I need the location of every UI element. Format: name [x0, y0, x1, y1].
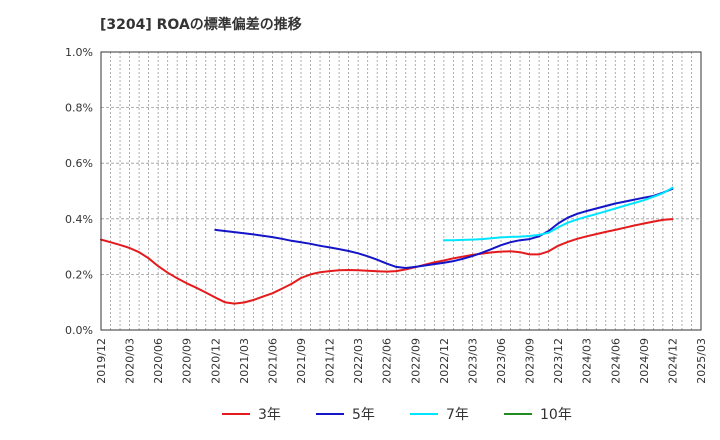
legend-label: 7年 — [446, 407, 469, 423]
x-tick-label: 2023/09 — [524, 338, 537, 384]
x-tick-label: 2021/09 — [295, 338, 308, 384]
x-tick-label: 2019/12 — [95, 338, 108, 384]
chart-title: [3204] ROAの標準偏差の推移 — [100, 17, 302, 33]
x-tick-label: 2021/06 — [266, 338, 279, 384]
x-tick-label: 2020/06 — [152, 338, 165, 384]
x-tick-label: 2024/09 — [638, 338, 651, 384]
x-tick-label: 2021/12 — [324, 338, 337, 384]
y-tick-label: 0.8% — [65, 102, 93, 115]
x-tick-label: 2021/03 — [238, 338, 251, 384]
y-tick-label: 0.4% — [65, 213, 93, 226]
series-line — [214, 187, 674, 269]
legend-label: 10年 — [540, 407, 572, 423]
legend-item: 5年 — [316, 404, 375, 424]
legend: 3年 5年 7年 10年 — [0, 400, 720, 428]
x-tick-label: 2023/03 — [466, 338, 479, 384]
x-tick-label: 2024/03 — [581, 338, 594, 384]
y-tick-label: 0.2% — [65, 268, 93, 281]
x-axis-ticks: 2019/12 2020/03 2020/06 2020/09 2020/12 2021/… — [95, 338, 708, 384]
x-tick-label: 2020/09 — [181, 338, 194, 384]
y-tick-label: 1.0% — [65, 46, 93, 59]
y-axis-ticks: 0.0% 0.2% 0.4% 0.6% 0.8% 1.0% — [65, 46, 93, 337]
legend-swatch — [410, 413, 438, 415]
legend-swatch — [222, 413, 250, 415]
x-tick-label: 2023/06 — [495, 338, 508, 384]
legend-item: 3年 — [222, 404, 281, 424]
y-tick-label: 0.6% — [65, 157, 93, 170]
legend-item: 10年 — [504, 404, 572, 424]
legend-swatch — [504, 413, 532, 415]
x-tick-label: 2022/09 — [409, 338, 422, 384]
x-tick-label: 2022/03 — [352, 338, 365, 384]
series-lines — [100, 186, 674, 305]
x-tick-label: 2025/03 — [695, 338, 708, 384]
x-tick-label: 2020/12 — [209, 338, 222, 384]
x-tick-label: 2024/12 — [666, 338, 679, 384]
legend-label: 5年 — [352, 407, 375, 423]
x-tick-label: 2023/12 — [552, 338, 565, 384]
legend-item: 7年 — [410, 404, 469, 424]
plot-frame — [100, 51, 702, 331]
x-tick-label: 2022/06 — [381, 338, 394, 384]
x-tick-label: 2022/12 — [438, 338, 451, 384]
x-tick-label: 2024/06 — [609, 338, 622, 384]
legend-swatch — [316, 413, 344, 415]
series-line — [442, 186, 674, 242]
x-tick-label: 2020/03 — [124, 338, 137, 384]
grid — [101, 52, 701, 330]
series-line — [100, 218, 674, 305]
legend-label: 3年 — [258, 407, 281, 423]
y-tick-label: 0.0% — [65, 324, 93, 337]
